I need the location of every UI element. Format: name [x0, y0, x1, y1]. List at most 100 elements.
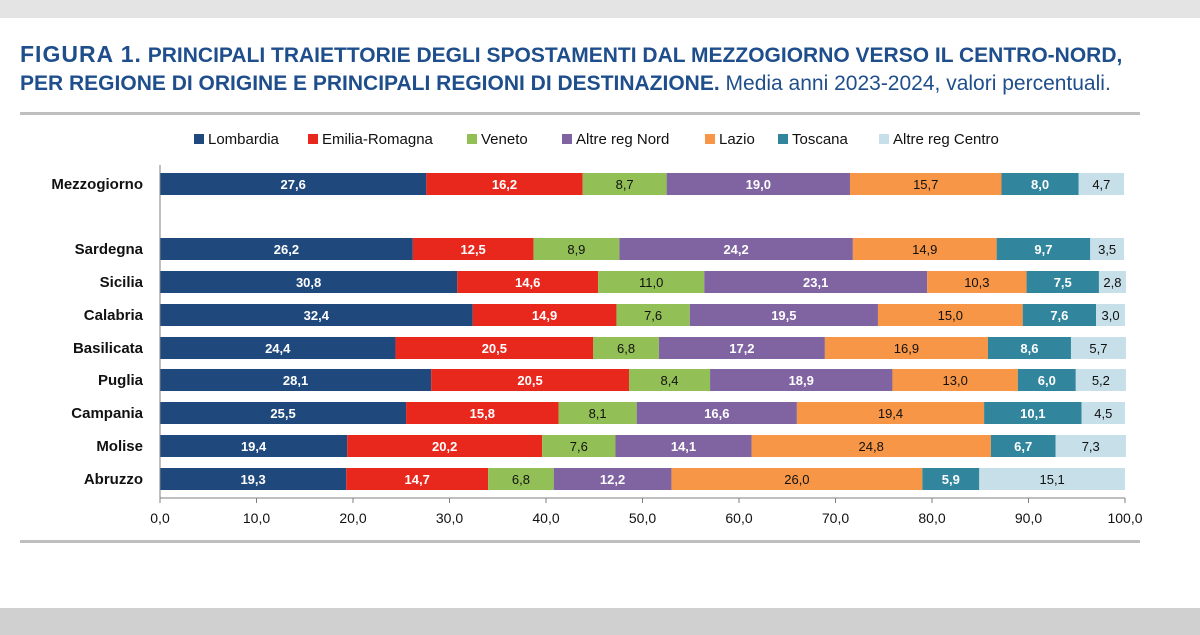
- bar-segment-0-5: [1001, 173, 1079, 195]
- title-divider: [20, 112, 1140, 115]
- legend-swatch-4: [705, 134, 715, 144]
- title-line-2: PER REGIONE DI ORIGINE E PRINCIPALI REGI…: [20, 72, 720, 95]
- data-label-8-2: 6,8: [512, 472, 530, 487]
- bar-segment-4-1: [395, 337, 594, 359]
- legend-label-2: Veneto: [481, 131, 528, 148]
- data-label-8-0: 19,3: [240, 472, 265, 487]
- bar-segment-2-0: [160, 271, 458, 293]
- category-label-5: Puglia: [98, 372, 144, 389]
- bar-segment-8-0: [160, 468, 347, 490]
- data-label-2-5: 7,5: [1054, 275, 1072, 290]
- bar-segment-2-6: [1098, 271, 1126, 293]
- bar-segment-2-1: [457, 271, 599, 293]
- data-label-0-5: 8,0: [1031, 177, 1049, 192]
- bar-segment-0-3: [666, 173, 850, 195]
- data-label-8-1: 14,7: [405, 472, 430, 487]
- chart-legend: Lombardia Emilia-Romagna Veneto Altre reg N…: [194, 131, 999, 148]
- data-label-0-1: 16,2: [492, 177, 517, 192]
- x-tick-label-1: 10,0: [243, 510, 270, 526]
- data-label-1-0: 26,2: [274, 242, 299, 257]
- bar-segment-3-3: [689, 304, 878, 326]
- category-labels: Mezzogiorno Sardegna Sicilia Calabria Basili…: [51, 176, 143, 488]
- category-label-0: Mezzogiorno: [51, 176, 143, 193]
- data-label-7-1: 20,2: [432, 439, 457, 454]
- data-label-6-2: 8,1: [589, 406, 607, 421]
- bar-segment-1-2: [533, 238, 620, 260]
- bar-segment-6-3: [636, 402, 797, 424]
- bar-segment-8-6: [979, 468, 1125, 490]
- bar-segment-1-4: [852, 238, 997, 260]
- legend-swatch-3: [562, 134, 572, 144]
- data-label-4-6: 5,7: [1089, 341, 1107, 356]
- bar-segment-1-6: [1090, 238, 1125, 260]
- bar-segment-4-3: [658, 337, 825, 359]
- data-label-5-3: 18,9: [789, 373, 814, 388]
- figure-subtitle: Media anni 2023-2024, valori percentuali…: [725, 72, 1111, 95]
- data-label-3-1: 14,9: [532, 308, 557, 323]
- legend-swatch-1: [308, 134, 318, 144]
- data-label-4-1: 20,5: [482, 341, 507, 356]
- bar-segment-1-1: [412, 238, 534, 260]
- data-label-7-0: 19,4: [241, 439, 267, 454]
- bar-segment-4-0: [160, 337, 396, 359]
- bar-segment-7-1: [347, 435, 543, 457]
- chart-bars: 27,6 16,2 8,7 19,0 15,7 8,0 4,7 26,2 12,5 8,9 24,2…: [160, 173, 1126, 490]
- bar-segment-2-5: [1026, 271, 1099, 293]
- x-tick-label-7: 70,0: [822, 510, 849, 526]
- data-label-4-3: 17,2: [729, 341, 754, 356]
- legend-label-5: Toscana: [792, 131, 849, 148]
- data-label-5-6: 5,2: [1092, 373, 1110, 388]
- data-label-3-3: 19,5: [771, 308, 796, 323]
- bar-segment-2-3: [704, 271, 928, 293]
- category-label-2: Sicilia: [100, 274, 144, 291]
- bar-segment-7-3: [615, 435, 752, 457]
- bar-segment-0-4: [849, 173, 1002, 195]
- data-label-5-1: 20,5: [517, 373, 542, 388]
- data-label-1-1: 12,5: [460, 242, 485, 257]
- bar-segment-4-2: [593, 337, 659, 359]
- bar-segment-3-0: [160, 304, 473, 326]
- legend-swatch-2: [467, 134, 477, 144]
- data-label-3-4: 15,0: [938, 308, 963, 323]
- bar-segment-7-6: [1055, 435, 1126, 457]
- data-label-0-3: 19,0: [746, 177, 771, 192]
- legend-label-6: Altre reg Centro: [893, 131, 999, 148]
- figure-label: FIGURA 1.: [20, 41, 142, 67]
- category-label-8: Abruzzo: [84, 471, 143, 488]
- legend-label-1: Emilia-Romagna: [322, 131, 434, 148]
- bar-segment-6-1: [406, 402, 559, 424]
- data-label-7-6: 7,3: [1082, 439, 1100, 454]
- figure-title: FIGURA 1. PRINCIPALI TRAIETTORIE DEGLI S…: [20, 40, 1190, 98]
- data-label-3-2: 7,6: [644, 308, 662, 323]
- bar-segment-0-0: [160, 173, 427, 195]
- data-label-2-4: 10,3: [964, 275, 989, 290]
- data-label-5-0: 28,1: [283, 373, 308, 388]
- data-label-1-3: 24,2: [723, 242, 748, 257]
- data-label-8-4: 26,0: [784, 472, 809, 487]
- data-label-5-4: 13,0: [943, 373, 968, 388]
- legend-swatch-0: [194, 134, 204, 144]
- legend-label-4: Lazio: [719, 131, 755, 148]
- data-label-2-2: 11,0: [639, 275, 663, 290]
- bar-segment-7-5: [990, 435, 1056, 457]
- bar-segment-5-4: [892, 369, 1018, 391]
- legend-label-0: Lombardia: [208, 131, 280, 148]
- bar-segment-7-2: [542, 435, 616, 457]
- x-tick-label-6: 60,0: [725, 510, 752, 526]
- title-line-1: PRINCIPALI TRAIETTORIE DEGLI SPOSTAMENTI…: [147, 44, 1123, 67]
- bar-segment-3-4: [877, 304, 1023, 326]
- data-label-8-3: 12,2: [600, 472, 625, 487]
- bar-segment-1-3: [619, 238, 853, 260]
- data-label-2-6: 2,8: [1103, 275, 1121, 290]
- data-label-3-6: 3,0: [1101, 308, 1119, 323]
- x-tick-label-5: 50,0: [629, 510, 656, 526]
- bar-segment-6-6: [1081, 402, 1125, 424]
- category-label-3: Calabria: [84, 307, 144, 324]
- x-axis: 0,0 10,0 20,0 30,0 40,0 50,0 60,0 70,0 80,0 90,0 1…: [150, 165, 1143, 526]
- bar-segment-8-1: [346, 468, 489, 490]
- x-tick-label-10: 100,0: [1107, 510, 1142, 526]
- bar-segment-3-5: [1022, 304, 1097, 326]
- data-label-1-4: 14,9: [912, 242, 937, 257]
- data-label-2-0: 30,8: [296, 275, 321, 290]
